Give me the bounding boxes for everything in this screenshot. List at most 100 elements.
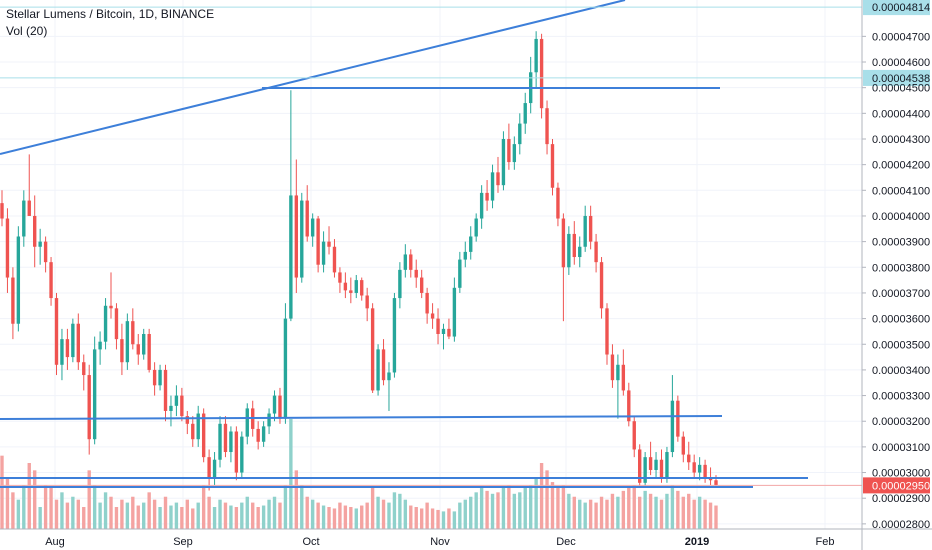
candle-body[interactable] [267,413,271,427]
candle-body[interactable] [376,349,380,391]
candle-body[interactable] [436,318,440,334]
candle-body[interactable] [681,436,685,455]
candle-body[interactable] [670,400,675,453]
candle-body[interactable] [338,272,342,283]
candle-body[interactable] [169,405,173,411]
candle-body[interactable] [294,195,299,278]
candle-body[interactable] [518,123,522,145]
candle-body[interactable] [87,375,91,440]
candle-body[interactable] [697,464,702,473]
candle-body[interactable] [43,241,48,263]
candle-body[interactable] [441,328,446,334]
candle-body[interactable] [714,480,718,486]
candle-body[interactable] [414,269,418,278]
candle-body[interactable] [447,328,451,337]
candle-body[interactable] [180,395,184,417]
candle-body[interactable] [676,400,680,437]
candle-body[interactable] [409,254,413,270]
candle-body[interactable] [49,262,53,299]
candle-body[interactable] [234,431,239,473]
candle-body[interactable] [229,431,233,453]
candle-body[interactable] [327,241,331,247]
candle-body[interactable] [452,287,457,337]
candle-body[interactable] [616,364,620,381]
candle-body[interactable] [387,372,391,381]
candle-body[interactable] [425,292,429,314]
candle-body[interactable] [627,390,631,422]
candle-body[interactable] [578,246,582,258]
candle-body[interactable] [458,259,462,288]
candle-body[interactable] [381,349,386,381]
candle-body[interactable] [256,428,260,442]
candle-body[interactable] [0,203,4,219]
candle-body[interactable] [272,395,277,414]
candle-body[interactable] [163,369,168,411]
candle-body[interactable] [392,298,397,373]
candle-body[interactable] [321,241,326,265]
candle-body[interactable] [65,339,70,358]
candle-body[interactable] [283,318,288,419]
candle-body[interactable] [539,38,544,109]
candle-body[interactable] [556,187,560,219]
trendline-drawings[interactable] [0,0,808,488]
candle-body[interactable] [534,38,538,73]
candle-body[interactable] [245,408,249,437]
candle-body[interactable] [512,144,517,163]
candle-body[interactable] [370,308,375,391]
candle-body[interactable] [92,349,97,440]
candle-body[interactable] [648,457,653,470]
candle-body[interactable] [196,413,200,440]
candle-body[interactable] [54,298,59,365]
candle-body[interactable] [638,449,642,483]
candle-body[interactable] [550,144,555,188]
candle-body[interactable] [136,344,140,355]
candle-body[interactable] [692,462,696,473]
candle-body[interactable] [22,200,26,237]
candle-body[interactable] [654,459,658,470]
candle-body[interactable] [207,457,211,478]
candle-body[interactable] [305,200,309,237]
candle-body[interactable] [120,339,124,363]
candle-body[interactable] [240,436,244,473]
candle-body[interactable] [365,295,369,309]
candle-body[interactable] [463,251,467,260]
candle-body[interactable] [174,395,179,406]
candle-body[interactable] [479,192,484,219]
candle-body[interactable] [659,459,664,478]
candle-body[interactable] [289,195,293,319]
candle-body[interactable] [545,108,549,145]
candle-body[interactable] [507,138,511,163]
candle-body[interactable] [38,241,42,247]
candle-body[interactable] [98,341,102,350]
candle-body[interactable] [27,200,31,216]
candle-body[interactable] [11,277,15,324]
candle-body[interactable] [665,452,669,478]
candle-body[interactable] [485,192,489,201]
candle-body[interactable] [621,364,626,391]
candle-body[interactable] [594,241,598,263]
candle-body[interactable] [583,215,587,247]
candle-body[interactable] [16,236,21,324]
candle-body[interactable] [496,172,500,186]
candle-body[interactable] [223,423,228,453]
candle-body[interactable] [643,457,647,483]
candle-body[interactable] [588,215,593,242]
candle-body[interactable] [360,280,364,296]
candle-body[interactable] [109,305,113,309]
candle-body[interactable] [300,200,304,278]
candle-body[interactable] [610,354,615,381]
candle-body[interactable] [33,215,37,247]
candle-body[interactable] [158,369,162,386]
candle-body[interactable] [567,233,571,268]
candle-body[interactable] [131,321,135,345]
candle-body[interactable] [147,333,151,370]
candle-body[interactable] [261,426,266,442]
candle-body[interactable] [212,459,217,478]
candle-body[interactable] [469,236,473,252]
candle-body[interactable] [310,218,315,237]
candle-body[interactable] [430,313,435,319]
candle-body[interactable] [599,262,604,309]
candle-body[interactable] [5,218,10,278]
candle-body[interactable] [191,423,195,440]
